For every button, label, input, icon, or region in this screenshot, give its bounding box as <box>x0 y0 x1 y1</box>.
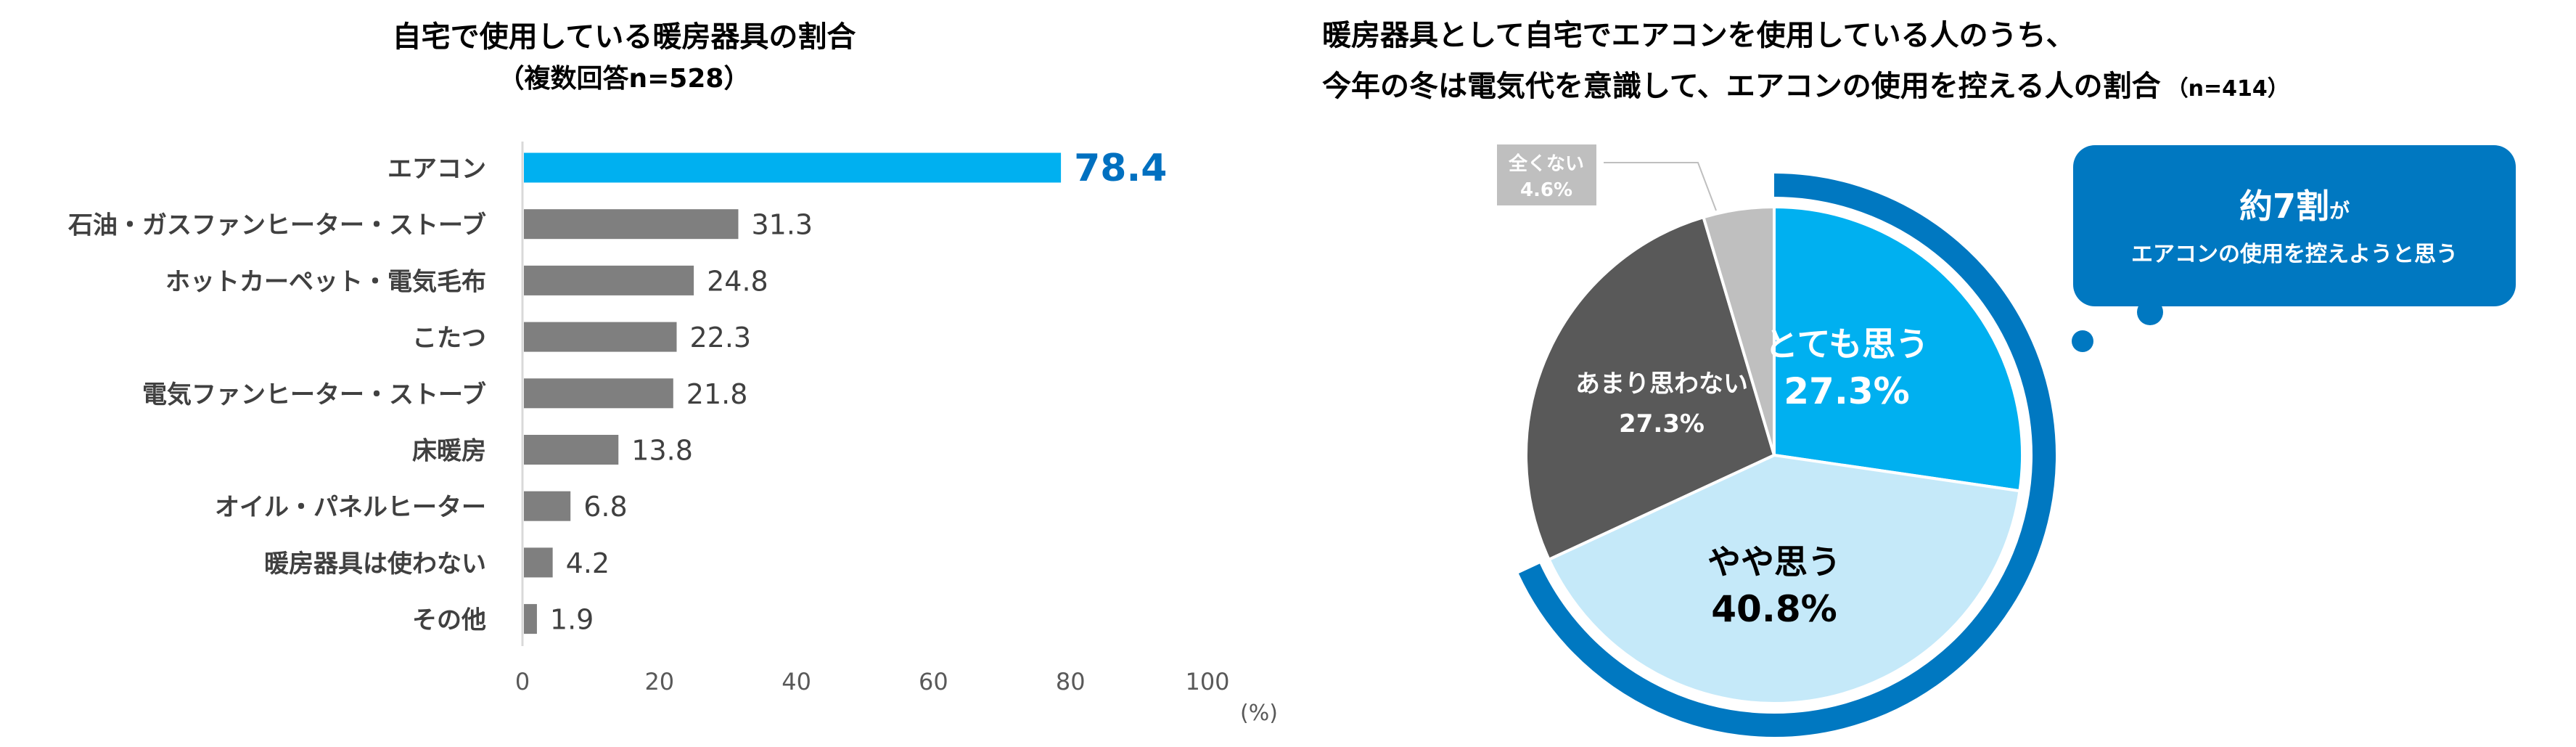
pie-slice <box>1702 205 1776 456</box>
small-slice-label-box <box>1497 144 1596 205</box>
bar <box>524 322 677 352</box>
slice-category-label: やや思う <box>1707 542 1841 581</box>
bar <box>524 491 571 521</box>
slice-category-label: とても思う <box>1765 324 1929 364</box>
x-tick-label: 0 <box>515 668 530 695</box>
x-tick-label: 20 <box>644 668 674 695</box>
category-label: 石油・ガスファンヒーター・ストーブ <box>67 211 486 240</box>
callout-bubble-dot-large <box>2137 299 2163 325</box>
callout-main-text: 約7割 <box>2239 187 2329 226</box>
slice-category-label: あまり思わない <box>1575 370 1748 399</box>
bar-chart-subtitle: （複数回答n=528） <box>499 64 750 94</box>
slice-value-label: 27.3% <box>1784 370 1909 412</box>
pie-slice <box>1773 205 2024 493</box>
category-label: オイル・パネルヒーター <box>215 493 486 522</box>
bar <box>524 435 619 465</box>
category-label: 床暖房 <box>412 437 486 466</box>
bar <box>524 547 553 578</box>
value-label: 4.2 <box>566 547 610 579</box>
bar <box>524 378 673 409</box>
category-label: エアコン <box>387 155 486 184</box>
pie-title-line-1: 暖房器具として自宅でエアコンを使用している人のうち、 <box>1322 19 2075 52</box>
callout-box <box>2073 145 2516 306</box>
bar <box>524 265 694 295</box>
x-tick-label: 40 <box>782 668 811 695</box>
slice-value-label: 40.8% <box>1711 588 1837 630</box>
callout-particle: が <box>2329 199 2350 223</box>
value-label: 21.8 <box>686 378 748 410</box>
slice-value-label: 27.3% <box>1619 409 1705 438</box>
callout-bubble-dot-small <box>2072 330 2093 352</box>
bar <box>524 604 537 634</box>
x-tick-label: 60 <box>919 668 948 695</box>
pie-n-label: （n=414） <box>2167 76 2289 102</box>
callout-sub: エアコンの使用を控えようと思う <box>2131 242 2458 267</box>
category-label: 電気ファンヒーター・ストーブ <box>142 380 486 409</box>
slice-category-label: 全くない <box>1508 152 1584 175</box>
x-axis-unit: (%) <box>1240 701 1278 726</box>
pie-title-line-2-text: 今年の冬は電気代を意識して、エアコンの使用を控える人の割合 <box>1322 70 2161 103</box>
value-label: 24.8 <box>707 265 768 297</box>
bar <box>524 152 1062 183</box>
pie-slice <box>1546 453 2022 705</box>
value-label: 31.3 <box>751 209 813 241</box>
category-label: こたつ <box>412 324 486 353</box>
category-label: 暖房器具は使わない <box>264 550 486 579</box>
callout-bubble: 約7割が エアコンの使用を控えようと思う <box>2072 145 2516 352</box>
bar <box>524 209 739 240</box>
leader-line <box>1604 162 1717 211</box>
highlight-ring <box>1518 174 2056 737</box>
bar-chart: 自宅で使用している暖房器具の割合 （複数回答n=528） エアコン 78.4 石油・… <box>67 20 1278 726</box>
value-label: 13.8 <box>631 435 693 467</box>
value-label: 1.9 <box>550 604 594 636</box>
category-label: その他 <box>412 606 486 635</box>
callout-main: 約7割が <box>2239 187 2350 226</box>
x-tick-label: 80 <box>1056 668 1086 695</box>
pie-chart: 暖房器具として自宅でエアコンを使用している人のうち、 今年の冬は電気代を意識して… <box>1322 19 2516 737</box>
value-label: 22.3 <box>690 322 752 354</box>
slice-value-label: 4.6% <box>1520 179 1572 201</box>
x-tick-label: 100 <box>1185 668 1229 695</box>
pie-title-line-2: 今年の冬は電気代を意識して、エアコンの使用を控える人の割合 （n=414） <box>1322 70 2289 103</box>
value-label: 78.4 <box>1074 147 1167 190</box>
pie-slice <box>1525 215 1776 562</box>
value-label: 6.8 <box>583 491 627 523</box>
category-label: ホットカーペット・電気毛布 <box>165 267 486 296</box>
bar-chart-title: 自宅で使用している暖房器具の割合 <box>393 20 856 54</box>
